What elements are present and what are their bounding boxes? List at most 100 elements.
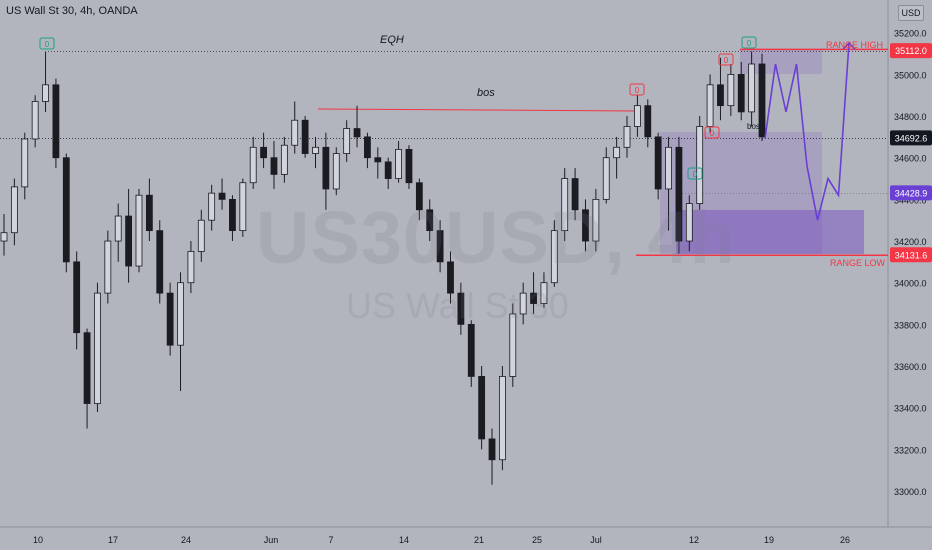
candle-body [187, 251, 195, 284]
marker-box [687, 167, 703, 180]
candle-body [229, 198, 236, 232]
levels-layer [0, 48, 888, 257]
candle-body [73, 261, 81, 334]
marker-label: 0 [693, 170, 698, 179]
candle-body [62, 157, 70, 263]
candle-body [623, 126, 631, 148]
overlay-layer: EQH bos bos RANGE HIGH RANGE LOW 0 0 0 0 0 0 [39, 34, 886, 268]
price-badge [890, 43, 932, 59]
marker-box [629, 83, 645, 96]
price-axis[interactable]: 33000.0 33200.0 33400.0 33600.0 33800.0 34000… [890, 29, 932, 497]
candle-body [519, 292, 527, 315]
price-badge [890, 185, 932, 201]
candle-body [0, 232, 8, 242]
candle-body [208, 192, 216, 221]
marker-label: 0 [747, 39, 752, 48]
candle-body [249, 146, 257, 184]
candle-body [312, 146, 319, 154]
candle-body [415, 182, 423, 211]
candle-body [592, 198, 600, 242]
candle-body [332, 153, 340, 190]
watermark-symbol: US30USD, 4h [256, 196, 736, 279]
candle-body [530, 292, 537, 304]
candle-body [748, 63, 756, 113]
candle-body [737, 74, 745, 113]
range-high-label: RANGE HIGH [826, 40, 883, 50]
candle-body [135, 194, 143, 267]
candle-body [696, 126, 704, 204]
candle-body [31, 101, 39, 140]
candle-body [280, 144, 288, 175]
bos-line [317, 108, 641, 112]
candle-body [571, 178, 579, 211]
demand-zone [676, 210, 864, 254]
y-tick-label: 33800.0 [894, 320, 927, 330]
candle-body [322, 146, 330, 190]
candle-body [197, 219, 205, 252]
candle-body [21, 138, 29, 188]
candle-body [499, 376, 506, 461]
candle-body [395, 148, 402, 179]
candle-body [104, 240, 112, 294]
price-badge-label: 35112.0 [895, 46, 927, 56]
small-bos-label: bos [747, 122, 760, 131]
marker-label: 0 [635, 86, 640, 95]
eqh-label: EQH [380, 34, 404, 46]
candle-body [540, 282, 548, 304]
time-axis[interactable]: 10 17 24 Jun 7 14 21 25 Jul 12 19 26 [33, 535, 850, 545]
candle-body [94, 292, 101, 404]
candle-body [426, 209, 434, 232]
candle-body [457, 292, 465, 325]
chart-title: US Wall St 30, 4h, OANDA [6, 5, 138, 17]
y-tick-label: 33000.0 [894, 487, 927, 497]
candle-body [727, 74, 735, 107]
projection-arrowhead [842, 42, 856, 50]
candles-layer [0, 51, 766, 485]
zones-layer [660, 50, 864, 254]
candle-body [675, 146, 683, 242]
candle-body [374, 157, 382, 163]
x-tick-label: 19 [764, 535, 774, 545]
currency-button[interactable]: USD [898, 5, 924, 21]
x-tick-label: 12 [689, 535, 699, 545]
candle-body [156, 230, 164, 294]
x-tick-label: 26 [840, 535, 850, 545]
x-tick-label: Jul [590, 535, 602, 545]
projection-path [764, 43, 850, 221]
y-tick-label: 35200.0 [894, 29, 927, 39]
candle-body [83, 332, 91, 404]
price-badge-label: 34428.9 [895, 188, 928, 198]
candle-body [239, 182, 247, 232]
candle-body [353, 128, 361, 138]
candle-body [613, 146, 621, 159]
y-tick-label: 33400.0 [894, 404, 927, 414]
y-tick-label: 34400.0 [894, 195, 927, 205]
marker-label: 0 [45, 40, 50, 49]
y-tick-label: 33200.0 [894, 445, 927, 455]
candle-body [447, 261, 454, 294]
candle-body [291, 119, 299, 146]
candle-body [52, 84, 60, 159]
x-tick-label: 24 [181, 535, 191, 545]
price-badge-label: 34131.6 [895, 250, 928, 260]
y-tick-label: 34800.0 [894, 112, 927, 122]
candle-body [343, 128, 351, 154]
candle-body [717, 84, 724, 107]
candle-body [177, 282, 184, 346]
candle-body [467, 323, 475, 377]
candle-body [488, 438, 496, 461]
candle-body [270, 157, 278, 175]
candle-body [145, 194, 153, 232]
candle-body [582, 209, 589, 242]
marker-box [741, 36, 757, 49]
x-tick-label: Jun [264, 535, 279, 545]
candle-body [125, 215, 133, 267]
candle-body [633, 105, 641, 127]
candle-body [10, 186, 18, 234]
watermark-name: US Wall St 30 [346, 285, 569, 326]
candle-body [665, 146, 672, 190]
x-tick-label: 7 [328, 535, 333, 545]
